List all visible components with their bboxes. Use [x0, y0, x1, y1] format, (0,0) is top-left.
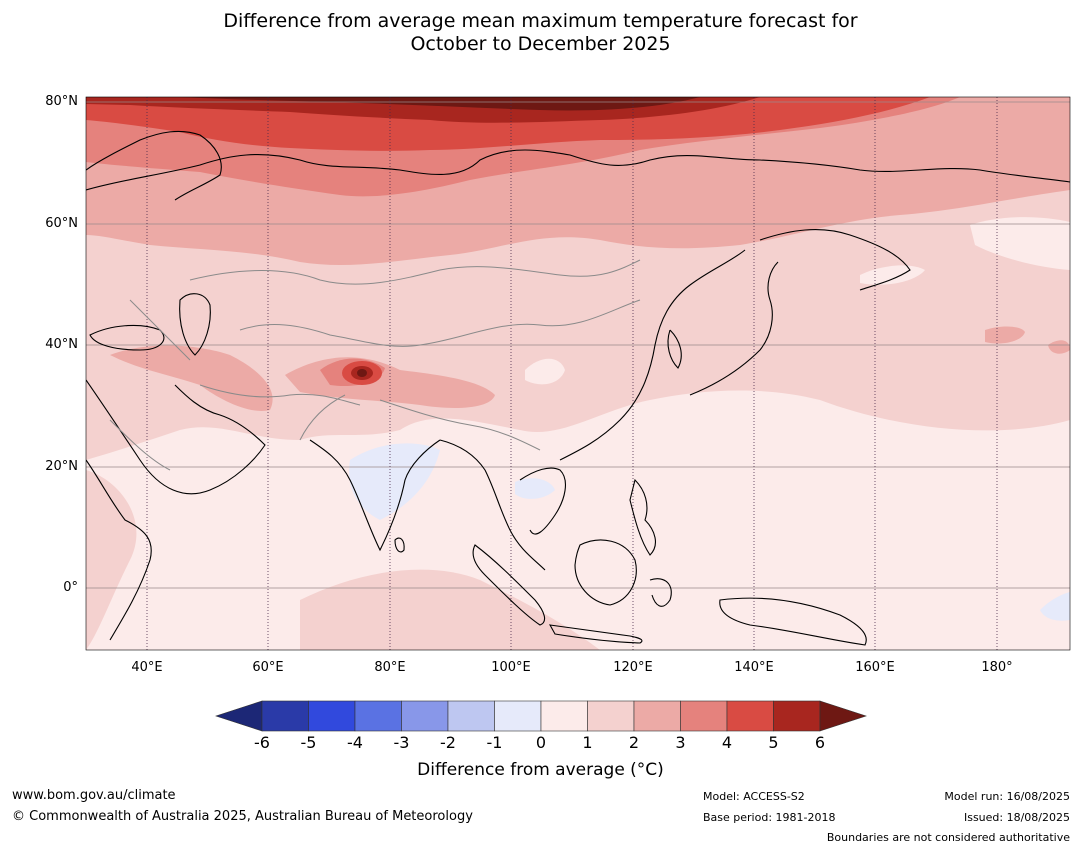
issued-date: Issued: 18/08/2025: [963, 811, 1070, 824]
colorbar-tick: -5: [300, 733, 317, 752]
colorbar-tick: 5: [768, 733, 779, 752]
colorbar-tick: 2: [628, 733, 640, 752]
boundaries-disclaimer: Boundaries are not considered authoritat…: [826, 831, 1070, 844]
lon-label-40e: 40°E: [131, 660, 163, 675]
colorbar-bin: [447, 700, 495, 732]
lon-label-180: 180°: [981, 660, 1013, 675]
colorbar-label: Difference from average (°C): [417, 760, 664, 780]
lat-label-20n: 20°N: [45, 459, 78, 474]
colorbar-bin: [261, 700, 309, 732]
map-title-line-2: October to December 2025: [410, 33, 671, 55]
lon-label-140e: 140°E: [734, 660, 774, 675]
colorbar-tick: 1: [582, 733, 593, 752]
colorbar-tick: -4: [347, 733, 363, 752]
lon-label-120e: 120°E: [613, 660, 653, 675]
lon-label-60e: 60°E: [252, 660, 284, 675]
lat-label-0: 0°: [63, 580, 78, 595]
lat-label-80n: 80°N: [45, 94, 78, 109]
temperature-anomaly-field: [86, 97, 1070, 650]
colorbar-bin: [494, 700, 542, 732]
colorbar-bin: [401, 700, 449, 732]
colorbar-bin: [726, 700, 774, 732]
colorbar-low-extension: [215, 700, 263, 732]
lat-label-40n: 40°N: [45, 337, 78, 352]
lon-label-160e: 160°E: [855, 660, 895, 675]
colorbar-bin: [633, 700, 681, 732]
map-frame: [85, 96, 1071, 651]
model-name: Model: ACCESS-S2: [703, 790, 805, 803]
colorbar-tick: 3: [675, 733, 686, 752]
lat-label-60n: 60°N: [45, 216, 78, 231]
colorbar-bin: [540, 700, 588, 732]
lon-label-100e: 100°E: [491, 660, 531, 675]
model-run-date: Model run: 16/08/2025: [944, 790, 1070, 803]
lon-label-80e: 80°E: [374, 660, 406, 675]
colorbar-tick: -2: [440, 733, 456, 752]
colorbar-tick: 6: [814, 733, 826, 752]
map-title-line-1: Difference from average mean maximum tem…: [223, 10, 858, 32]
coastlines: [86, 130, 1070, 646]
colorbar-high-extension: [819, 700, 867, 732]
colorbar-tick: 4: [721, 733, 733, 752]
base-period: Base period: 1981-2018: [703, 811, 836, 824]
longitude-grid: [146, 97, 998, 650]
latitude-grid: [86, 101, 1070, 589]
colorbar-tick: 0: [535, 733, 547, 752]
website-link[interactable]: www.bom.gov.au/climate: [12, 788, 176, 803]
country-boundaries: [109, 259, 641, 471]
colorbar: [215, 700, 867, 732]
colorbar-bin: [680, 700, 728, 732]
colorbar-tick: -1: [486, 733, 503, 752]
colorbar-tick: -6: [254, 733, 270, 752]
colorbar-bin: [587, 700, 635, 732]
colorbar-bin: [354, 700, 402, 732]
copyright-notice: © Commonwealth of Australia 2025, Austra…: [12, 809, 473, 824]
colorbar-bin: [773, 700, 821, 732]
colorbar-bin: [308, 700, 356, 732]
colorbar-tick: -3: [393, 733, 410, 752]
